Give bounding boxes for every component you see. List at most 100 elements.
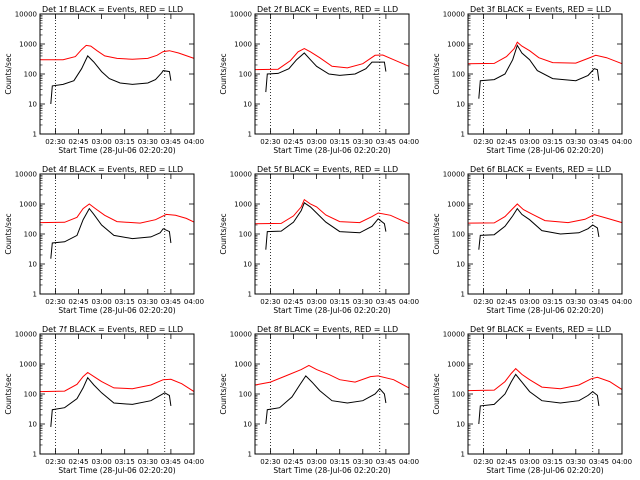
x-tick-label: 03:30 xyxy=(566,298,586,306)
x-tick-label: 02:30 xyxy=(260,458,280,466)
x-tick-label: 02:45 xyxy=(496,138,516,146)
y-tick-label: 10000 xyxy=(443,171,465,179)
x-tick-label: 04:00 xyxy=(184,458,204,466)
x-tick-label: 03:45 xyxy=(161,298,181,306)
y-tick-label: 10 xyxy=(456,421,465,429)
x-axis-label: Start Time (28-Jul-06 02:20:20) xyxy=(486,146,603,155)
series-line-events xyxy=(478,44,600,99)
y-tick-label: 10 xyxy=(456,101,465,109)
y-tick-label: 1 xyxy=(248,131,252,139)
x-tick-label: 03:15 xyxy=(115,138,135,146)
series-line-lld xyxy=(467,203,623,224)
x-tick-label: 03:15 xyxy=(543,138,563,146)
y-tick-label: 10000 xyxy=(443,11,465,19)
panel-5: Det 5f BLACK = Events, RED = LLD 1 10 100 10… xyxy=(219,165,419,315)
x-tick-label: 03:30 xyxy=(138,298,158,306)
panel-3: Det 3f BLACK = Events, RED = LLD 1 10 100 10… xyxy=(432,5,632,155)
series-line-lld xyxy=(467,41,623,65)
x-tick-label: 04:00 xyxy=(612,458,632,466)
series-line-lld xyxy=(39,203,195,224)
panel-2: Det 2f BLACK = Events, RED = LLD 1 10 100 10… xyxy=(219,5,419,155)
y-tick-label: 1 xyxy=(461,291,465,299)
x-tick-label: 03:15 xyxy=(330,298,350,306)
y-axis-label: Counts/sec xyxy=(219,53,228,94)
x-tick-label: 03:00 xyxy=(92,298,112,306)
x-tick-label: 03:45 xyxy=(589,138,609,146)
panel-title: Det 3f BLACK = Events, RED = LLD xyxy=(470,5,611,14)
y-tick-label: 1 xyxy=(248,451,252,459)
y-tick-label: 10 xyxy=(243,421,252,429)
plot-frame xyxy=(467,333,623,455)
x-tick-label: 03:15 xyxy=(115,298,135,306)
y-axis-label: Counts/sec xyxy=(432,373,441,414)
panel-title: Det 2f BLACK = Events, RED = LLD xyxy=(257,5,398,14)
series-line-lld xyxy=(254,364,410,389)
series-line-events xyxy=(478,207,600,250)
series-line-lld xyxy=(40,44,195,61)
y-tick-label: 100 xyxy=(452,391,465,399)
y-tick-label: 10000 xyxy=(230,331,252,339)
y-tick-label: 1000 xyxy=(19,361,37,369)
y-tick-label: 1000 xyxy=(234,41,252,49)
panel-1: Det 1f BLACK = Events, RED = LLD 1 10 100 10… xyxy=(4,5,204,155)
x-tick-label: 03:45 xyxy=(376,458,396,466)
x-tick-label: 02:45 xyxy=(68,138,88,146)
x-tick-label: 02:45 xyxy=(496,458,516,466)
x-axis-label: Start Time (28-Jul-06 02:20:20) xyxy=(58,466,175,475)
x-tick-label: 02:30 xyxy=(45,298,65,306)
x-tick-label: 02:45 xyxy=(283,458,303,466)
x-tick-label: 03:30 xyxy=(353,138,373,146)
y-tick-label: 1 xyxy=(248,291,252,299)
y-tick-label: 1 xyxy=(33,131,37,139)
x-tick-label: 02:30 xyxy=(473,138,493,146)
x-tick-label: 02:45 xyxy=(283,298,303,306)
x-tick-label: 03:00 xyxy=(520,298,540,306)
series-line-lld xyxy=(254,198,410,225)
y-tick-label: 100 xyxy=(24,231,37,239)
x-tick-label: 02:45 xyxy=(496,298,516,306)
series-line-events xyxy=(50,376,172,427)
y-axis-label: Counts/sec xyxy=(4,213,13,254)
x-tick-label: 03:45 xyxy=(589,458,609,466)
panel-title: Det 1f BLACK = Events, RED = LLD xyxy=(42,5,183,14)
y-tick-label: 10 xyxy=(456,261,465,269)
y-axis-label: Counts/sec xyxy=(432,213,441,254)
y-tick-label: 100 xyxy=(452,231,465,239)
x-tick-label: 03:15 xyxy=(115,458,135,466)
series-line-lld xyxy=(39,371,195,393)
y-tick-label: 1000 xyxy=(234,201,252,209)
panel-9: Det 9f BLACK = Events, RED = LLD 1 10 100 10… xyxy=(432,325,632,475)
x-axis-label: Start Time (28-Jul-06 02:20:20) xyxy=(58,306,175,315)
y-tick-label: 10 xyxy=(243,261,252,269)
x-tick-label: 03:30 xyxy=(138,458,158,466)
y-tick-label: 1 xyxy=(461,451,465,459)
x-tick-label: 03:45 xyxy=(161,458,181,466)
y-tick-label: 10000 xyxy=(230,11,252,19)
x-tick-label: 04:00 xyxy=(399,138,419,146)
x-tick-label: 03:45 xyxy=(589,298,609,306)
y-tick-label: 1 xyxy=(461,131,465,139)
y-tick-label: 10 xyxy=(28,421,37,429)
plot-frame xyxy=(39,173,195,295)
plot-frame xyxy=(254,13,410,135)
x-tick-label: 03:00 xyxy=(92,458,112,466)
y-tick-label: 10000 xyxy=(230,171,252,179)
x-tick-label: 03:30 xyxy=(353,458,373,466)
x-tick-label: 04:00 xyxy=(184,138,204,146)
y-tick-label: 1 xyxy=(33,451,37,459)
y-axis-label: Counts/sec xyxy=(4,53,13,94)
plot-frame xyxy=(467,173,623,295)
x-tick-label: 02:30 xyxy=(473,298,493,306)
panel-title: Det 9f BLACK = Events, RED = LLD xyxy=(470,325,611,334)
y-tick-label: 10000 xyxy=(443,331,465,339)
x-tick-label: 04:00 xyxy=(184,298,204,306)
series-line-events xyxy=(478,373,600,425)
series-line-events xyxy=(50,207,172,259)
x-tick-label: 02:45 xyxy=(68,298,88,306)
y-tick-label: 10000 xyxy=(15,171,37,179)
y-axis-label: Counts/sec xyxy=(4,373,13,414)
panel-title: Det 7f BLACK = Events, RED = LLD xyxy=(42,325,183,334)
x-tick-label: 04:00 xyxy=(399,458,419,466)
plot-frame xyxy=(467,13,623,135)
